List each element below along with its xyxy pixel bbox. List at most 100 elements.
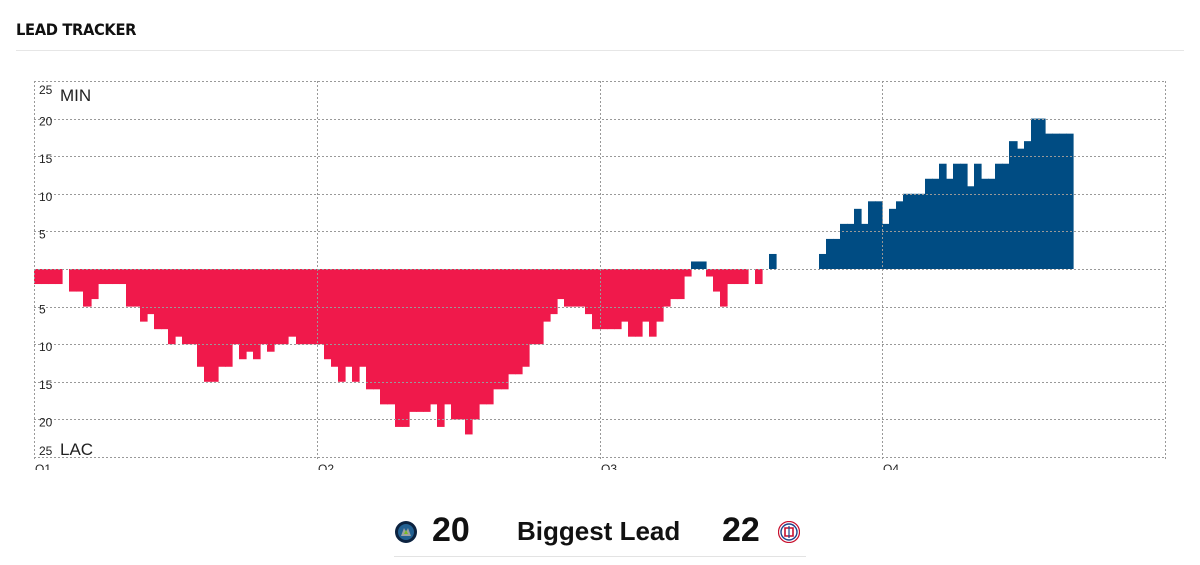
y-tick-label: 15: [39, 152, 53, 166]
lead-bars: [34, 118, 1074, 435]
lead-bar: [1066, 133, 1074, 269]
lead-bar: [324, 269, 332, 360]
lead-bar: [614, 269, 622, 330]
lead-bar: [1031, 118, 1039, 269]
quarter-label: Q3: [601, 462, 617, 470]
lead-bar: [585, 269, 593, 315]
lead-bar: [1024, 141, 1032, 269]
lead-bar: [1038, 118, 1046, 269]
footer-divider: [394, 556, 806, 557]
lead-bar: [536, 269, 544, 345]
biggest-lead-label: Biggest Lead: [517, 516, 681, 546]
lead-bar: [854, 208, 862, 269]
lead-bar: [48, 269, 56, 285]
quarter-tick-labels: Q1 Q2 Q3 Q4: [35, 462, 899, 470]
lead-bar: [875, 201, 883, 269]
lead-bar: [423, 269, 431, 412]
lead-bar: [458, 269, 466, 420]
lead-bar: [656, 269, 664, 322]
lead-bar: [578, 269, 586, 307]
y-tick-labels: 25 20 15 10 5 5 10 15 20 25: [39, 83, 53, 458]
biggest-lead-footer: 20 Biggest Lead 22: [0, 503, 1200, 563]
lead-bar: [197, 269, 205, 367]
y-tick-label: 5: [39, 227, 46, 241]
quarter-label: Q1: [35, 462, 51, 470]
lead-bar: [833, 238, 841, 269]
lead-bar: [465, 269, 473, 435]
lead-bar: [995, 163, 1003, 269]
lead-bar: [974, 163, 982, 269]
page-title: LEAD TRACKER: [16, 20, 137, 39]
title-divider: [16, 50, 1184, 51]
lead-bar: [182, 269, 191, 345]
lead-bar: [190, 269, 198, 345]
lead-bar: [981, 178, 989, 269]
lead-bar: [960, 163, 968, 269]
lead-bar: [310, 269, 318, 345]
lead-bar: [684, 269, 692, 277]
y-tick-label: 25: [39, 83, 53, 97]
lead-bar: [1002, 163, 1010, 269]
lead-bar: [769, 253, 777, 269]
y-tick-label: 10: [39, 340, 53, 354]
lead-bar: [663, 269, 671, 307]
top-team-label: MIN: [60, 86, 91, 105]
lead-bar: [274, 269, 282, 345]
lead-bar: [946, 178, 954, 269]
lead-bar: [486, 269, 494, 405]
lead-bar: [1052, 133, 1060, 269]
lead-bar: [338, 269, 346, 382]
lead-bar: [642, 269, 650, 322]
lead-bar: [939, 163, 947, 269]
lead-bar: [932, 178, 940, 269]
lead-bar: [232, 269, 240, 345]
lead-bar: [380, 269, 388, 405]
lead-bar: [691, 261, 699, 269]
lead-bar: [359, 269, 367, 367]
lead-bar: [98, 269, 106, 285]
y-tick-label: 20: [39, 415, 53, 429]
y-tick-label: 20: [39, 115, 53, 129]
lead-bar: [677, 269, 685, 300]
lead-bar: [83, 269, 92, 307]
lead-bar: [635, 269, 643, 337]
lead-tracker-chart: 25 20 15 10 5 5 10 15 20 25 Q1 Q2 Q3 Q4 MIN LAC: [34, 81, 1166, 470]
lead-bar: [444, 269, 452, 405]
lead-bar: [105, 269, 113, 285]
y-tick-label: 10: [39, 190, 53, 204]
lead-bar: [649, 269, 657, 337]
lead-bar: [267, 269, 275, 352]
lead-bar: [1017, 148, 1025, 269]
lead-bar: [670, 269, 678, 300]
lead-bar: [706, 269, 714, 277]
lead-bar: [1059, 133, 1067, 269]
lead-bar: [515, 269, 523, 375]
lead-bar: [819, 253, 827, 269]
lead-bar: [41, 269, 49, 285]
lead-bar: [133, 269, 141, 307]
lead-bar: [91, 269, 99, 300]
lead-bar: [373, 269, 381, 390]
lead-bar: [225, 269, 233, 367]
lead-bar: [550, 269, 558, 315]
bottom-team-label: LAC: [60, 440, 93, 459]
lead-bar: [988, 178, 996, 269]
lead-bar: [840, 223, 848, 269]
lead-bar: [288, 269, 297, 337]
lead-bar: [154, 269, 162, 330]
lead-bar: [303, 269, 311, 345]
lead-bar: [925, 178, 933, 269]
lead-bar: [296, 269, 304, 345]
lead-bar: [1009, 141, 1018, 269]
y-tick-label: 15: [39, 378, 53, 392]
lead-bar: [168, 269, 176, 345]
lead-bar: [720, 269, 728, 307]
lead-bar: [501, 269, 509, 390]
lead-bar: [409, 269, 417, 412]
lead-bar: [366, 269, 374, 390]
lead-bar: [119, 269, 127, 285]
lead-bar: [953, 163, 961, 269]
quarter-label: Q4: [883, 462, 899, 470]
lead-bar: [395, 269, 403, 427]
lead-bar: [522, 269, 530, 367]
